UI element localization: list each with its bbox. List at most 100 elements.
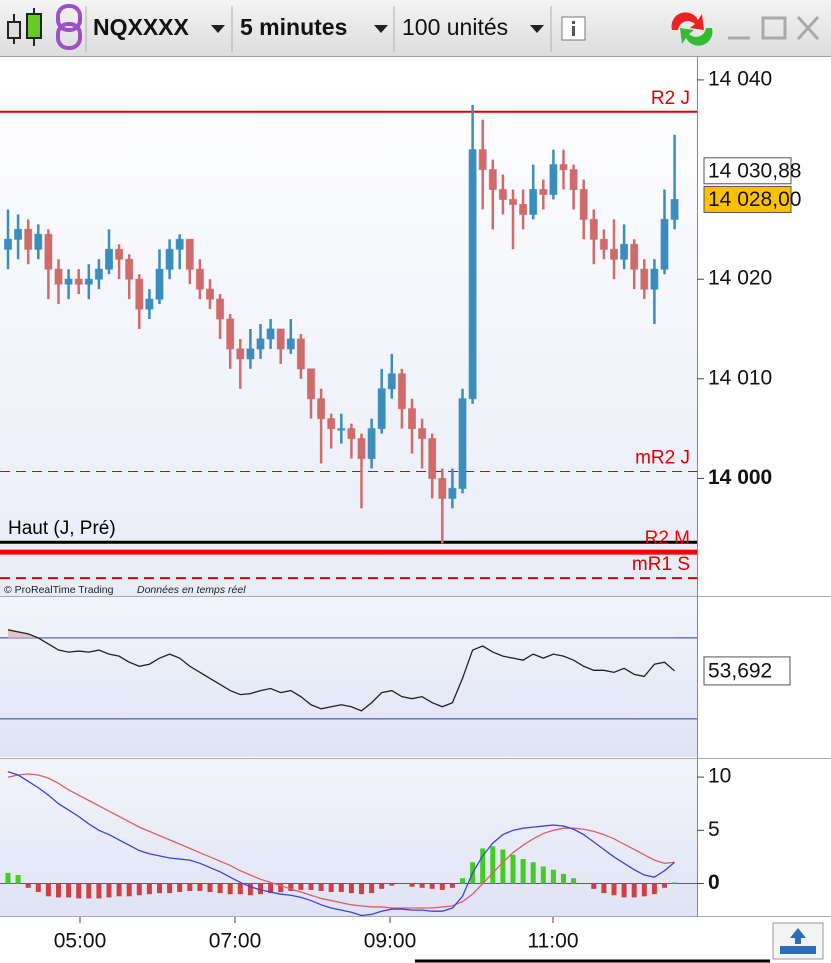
histogram-bar xyxy=(662,883,667,888)
icon-candle xyxy=(26,13,42,39)
icon-link xyxy=(56,22,82,50)
histogram-bar xyxy=(167,883,173,894)
rsi-value-box xyxy=(703,656,791,686)
histogram-bar xyxy=(288,883,294,891)
candle-body xyxy=(448,487,457,499)
candle-body xyxy=(74,278,83,285)
histogram-bar xyxy=(530,862,536,884)
histogram-bar xyxy=(258,883,263,895)
price-marker-label: 14 028,00 xyxy=(708,188,801,211)
histogram-bar xyxy=(268,883,274,894)
histogram-bar xyxy=(5,872,11,884)
histogram-bar xyxy=(106,883,112,898)
histogram-bar xyxy=(298,883,304,890)
timeframe: 5 minutes xyxy=(240,14,347,40)
candle-body xyxy=(559,164,568,171)
candle-body xyxy=(94,268,103,280)
histogram-bar xyxy=(278,883,284,893)
level-label: mR2 J xyxy=(635,447,690,468)
histogram-bar xyxy=(510,854,516,884)
y-tick-label: 14 020 xyxy=(708,267,772,290)
histogram-bar xyxy=(460,878,465,884)
candle-body xyxy=(478,149,487,171)
candle-body xyxy=(539,189,548,195)
candle-body xyxy=(488,169,497,191)
candle-body xyxy=(610,248,618,260)
candle-body xyxy=(337,428,346,431)
histogram-bar xyxy=(227,883,233,895)
candle-body xyxy=(670,198,679,220)
price-panel-bg xyxy=(0,57,697,596)
candle-body xyxy=(296,338,305,370)
instrument-dropdown[interactable]: NQXXXX xyxy=(93,14,225,40)
units-dropdown[interactable]: 100 unités xyxy=(402,14,544,40)
chart-type-button[interactable] xyxy=(7,8,42,46)
histogram-bar xyxy=(338,883,344,893)
candle-body xyxy=(125,258,134,280)
candle-body xyxy=(620,243,629,260)
candle-body xyxy=(84,278,93,285)
timeframe-dropdown[interactable]: 5 minutes xyxy=(240,14,388,40)
histogram-bar xyxy=(308,883,314,890)
macd-line xyxy=(7,771,676,917)
candle-body xyxy=(408,408,416,430)
candle-body xyxy=(519,203,528,215)
histogram-bar xyxy=(429,883,435,889)
histogram-bar xyxy=(540,866,546,884)
histogram-bar xyxy=(328,883,334,893)
histogram-bar xyxy=(672,882,678,884)
x-tick-label: 09:00 xyxy=(364,930,417,953)
level-label: mR1 S xyxy=(632,554,690,575)
scroll-button[interactable] xyxy=(772,922,824,960)
candle-body xyxy=(145,298,154,310)
dropdown-arrow xyxy=(530,25,544,33)
histogram-bar xyxy=(66,883,72,898)
candle-body xyxy=(165,248,174,270)
x-tick-label: 07:00 xyxy=(209,930,262,953)
candle-body xyxy=(498,189,507,200)
y-tick-label: 14 000 xyxy=(708,466,772,489)
level-label: Haut (J, Pré) xyxy=(8,518,116,539)
histogram-bar xyxy=(490,846,496,884)
candle-body xyxy=(135,278,144,310)
histogram-bar xyxy=(45,883,51,897)
y-tick-label: 5 xyxy=(708,818,720,841)
histogram-bar xyxy=(631,883,637,898)
candle-body xyxy=(175,238,184,250)
toolbar: NQXXXX 5 minutes 100 unités xyxy=(0,0,831,57)
histogram-bar xyxy=(419,883,425,888)
histogram-bar xyxy=(35,883,41,893)
y-tick-label: 14 040 xyxy=(708,67,772,90)
close-button[interactable] xyxy=(796,15,820,41)
histogram-bar xyxy=(237,883,243,895)
histogram-bar xyxy=(116,883,122,897)
y-tick-label: 10 xyxy=(708,765,731,788)
info-button[interactable] xyxy=(561,16,586,41)
refresh-button[interactable] xyxy=(671,12,713,46)
x-tick-label: 05:00 xyxy=(54,930,107,953)
icon-link xyxy=(56,4,82,32)
histogram-bar xyxy=(449,883,455,888)
candle-body xyxy=(599,238,608,250)
histogram-bar xyxy=(601,883,607,894)
link-button[interactable] xyxy=(56,4,82,50)
candle-body xyxy=(549,164,558,195)
maximize-button[interactable] xyxy=(761,16,787,40)
dropdown-arrow xyxy=(211,25,225,33)
candle-body xyxy=(357,438,366,460)
dropdown-arrow xyxy=(374,25,388,33)
candle-body xyxy=(246,348,255,360)
histogram-bar xyxy=(76,883,82,899)
histogram-bar xyxy=(136,883,142,896)
y-tick-label: 14 010 xyxy=(708,366,772,389)
plot-area: R2 J mR2 J Haut (J, Pré) R2 M mR1 S xyxy=(0,88,697,917)
histogram-bar xyxy=(15,875,21,884)
candle-body xyxy=(589,218,598,240)
candle-body xyxy=(327,418,336,430)
toolbar-bg xyxy=(0,0,831,57)
candle-body xyxy=(438,477,447,499)
histogram-bar xyxy=(126,883,132,897)
candle-body xyxy=(286,338,295,350)
info-bar xyxy=(572,26,575,36)
candle-body xyxy=(195,268,204,290)
